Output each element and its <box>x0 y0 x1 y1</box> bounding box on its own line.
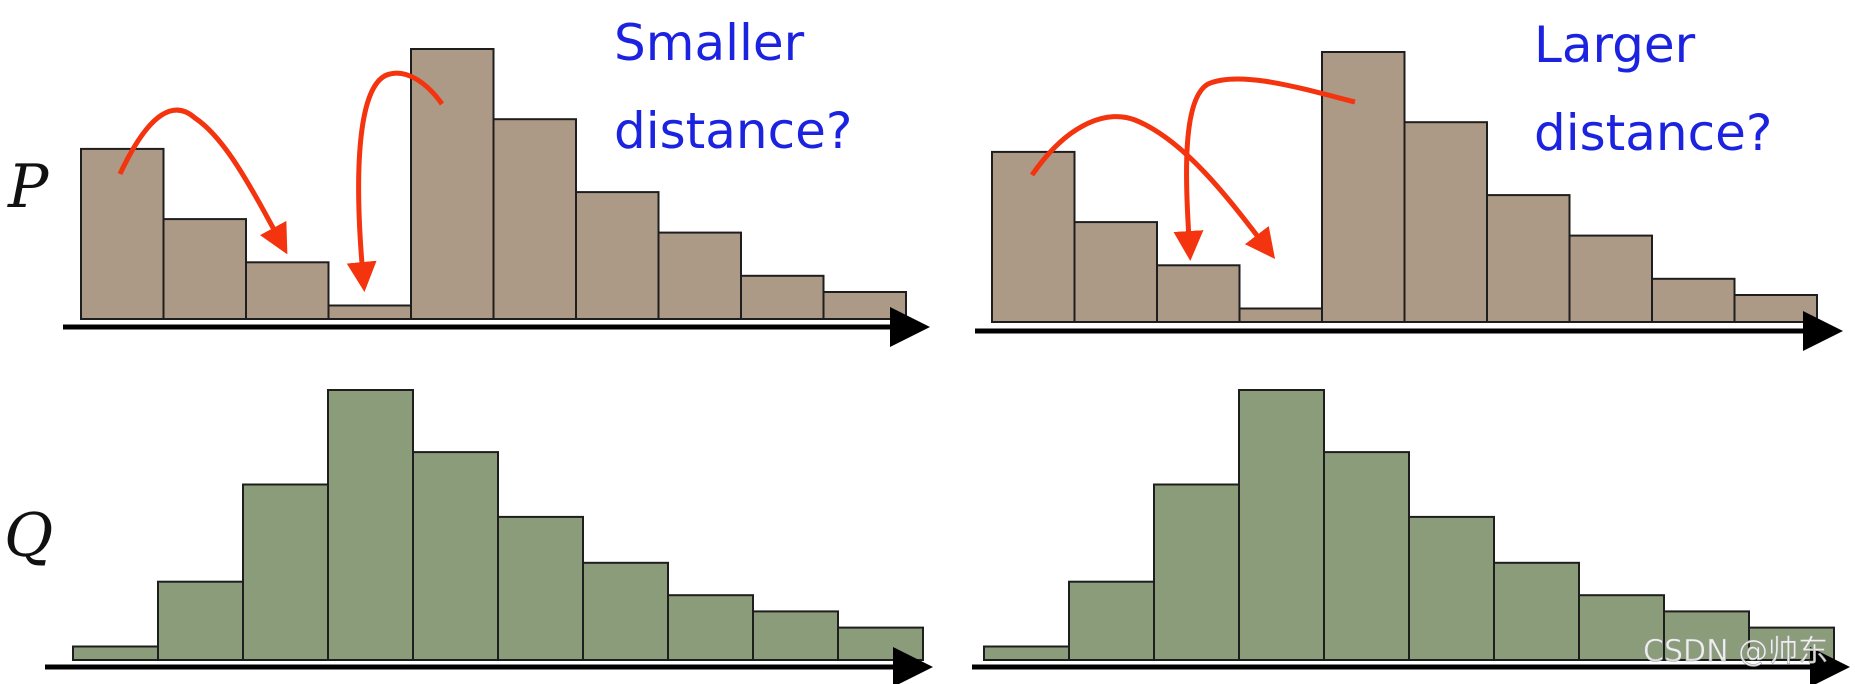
right-p-bar-2 <box>1073 221 1158 324</box>
left-p-bar-7 <box>575 191 660 321</box>
left-caption: Smaller distance? <box>614 14 852 160</box>
right-q-bar-6 <box>1408 515 1495 662</box>
left-arrow-bar5-to-bar4 <box>346 70 445 292</box>
right-p-bar-4 <box>1238 307 1323 323</box>
panel-right-p <box>975 51 1843 351</box>
right-p-bar-7 <box>1486 194 1571 324</box>
left-p-bar-8 <box>657 231 742 321</box>
left-caption-line1: Smaller <box>614 14 805 72</box>
right-caption: Larger distance? <box>1534 16 1772 162</box>
right-q-bar-8 <box>1578 594 1665 662</box>
left-p-bar-3 <box>245 261 330 320</box>
watermark: CSDN @帅东 <box>1643 634 1828 669</box>
right-p-bar-8 <box>1568 234 1653 324</box>
right-p-bar-3 <box>1156 264 1241 323</box>
left-p-bar-4 <box>327 304 412 320</box>
panel-left-p <box>63 48 930 347</box>
right-p-bar-1 <box>991 150 1076 323</box>
left-q-bar-2 <box>157 580 244 662</box>
left-q-bar-9 <box>752 610 839 662</box>
left-q-bar-1 <box>72 645 159 661</box>
left-q-bar-4 <box>327 389 414 661</box>
left-arrow-bar1-to-bar3 <box>117 107 288 255</box>
left-q-bar-10 <box>837 626 924 661</box>
left-q-bar-7 <box>582 561 669 661</box>
right-arrow-bar1-to-bar4 <box>1029 114 1276 259</box>
panel-left-q <box>45 389 933 684</box>
left-p-bar-5 <box>410 48 495 320</box>
right-q-bar-2 <box>1068 580 1155 662</box>
left-p-bar-2 <box>162 218 247 321</box>
left-q-bar-5 <box>412 451 499 661</box>
right-arrow-bar5-to-bar3 <box>1173 76 1356 261</box>
right-caption-line2: distance? <box>1534 104 1772 162</box>
right-q-bar-7 <box>1493 561 1580 661</box>
panel-right-q <box>972 389 1850 684</box>
left-q-bar-3 <box>242 483 329 661</box>
right-q-bar-4 <box>1238 389 1325 661</box>
right-caption-line1: Larger <box>1534 16 1696 74</box>
left-p-bar-10 <box>822 291 907 320</box>
left-q-bar-6 <box>497 515 584 662</box>
left-q-bar-8 <box>667 594 754 662</box>
right-p-bar-6 <box>1403 121 1488 323</box>
left-p-bar-1 <box>80 147 165 320</box>
right-p-bar-10 <box>1733 294 1818 323</box>
right-p-bar-9 <box>1651 277 1736 323</box>
right-q-bar-3 <box>1153 483 1240 661</box>
transport-arrows <box>117 70 1356 292</box>
row-label-q: Q <box>4 501 53 571</box>
row-label-p: P <box>7 152 50 222</box>
right-p-bar-5 <box>1321 51 1406 323</box>
left-p-bar-6 <box>492 118 577 320</box>
left-p-bar-9 <box>740 274 825 320</box>
right-q-bar-9 <box>1663 610 1750 662</box>
left-caption-line2: distance? <box>614 102 852 160</box>
right-q-bar-1 <box>983 645 1070 661</box>
right-q-bar-5 <box>1323 451 1410 661</box>
